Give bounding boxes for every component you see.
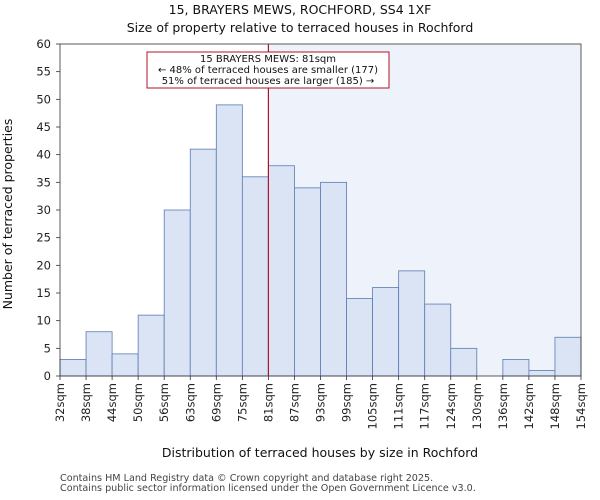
- bar-105sqm: [372, 287, 400, 377]
- footer-copyright: Contains HM Land Registry data © Crown c…: [60, 473, 434, 484]
- bar-63sqm: [189, 148, 217, 377]
- x-axis-label: Distribution of terraced houses by size …: [162, 445, 478, 460]
- x-tick-label: 87sqm: [287, 383, 301, 422]
- x-tick-label: 63sqm: [183, 383, 197, 422]
- y-tick-label: 20: [36, 258, 51, 272]
- x-tick-label: 81sqm: [261, 383, 275, 422]
- x-tick-label: 130sqm: [470, 383, 484, 429]
- x-tick-label: 111sqm: [392, 383, 406, 429]
- annotation-line-1: 15 BRAYERS MEWS: 81sqm: [200, 54, 336, 65]
- x-tick-label: 142sqm: [522, 383, 536, 429]
- y-axis-label: Number of terraced properties: [0, 119, 15, 310]
- x-tick-label: 38sqm: [79, 383, 93, 422]
- bar-117sqm: [424, 303, 452, 377]
- x-tick-label: 44sqm: [105, 383, 119, 422]
- bar-81sqm: [267, 165, 295, 377]
- x-tick-label: 69sqm: [209, 383, 223, 422]
- y-tick-label: 30: [36, 203, 51, 217]
- bar-136sqm: [502, 358, 530, 377]
- y-tick-label: 45: [36, 120, 51, 134]
- bar-38sqm: [85, 331, 113, 377]
- annotation-line-2: ← 48% of terraced houses are smaller (17…: [158, 65, 378, 76]
- bar-44sqm: [111, 353, 139, 377]
- bar-50sqm: [137, 314, 165, 377]
- y-tick-label: 25: [36, 231, 51, 245]
- x-tick-label: 99sqm: [340, 383, 354, 422]
- bar-111sqm: [398, 270, 426, 377]
- y-tick-label: 5: [44, 341, 51, 355]
- x-tick-label: 75sqm: [235, 383, 249, 422]
- chart-subtitle: Size of property relative to terraced ho…: [127, 20, 474, 35]
- bar-99sqm: [346, 298, 373, 377]
- x-tick-label: 50sqm: [131, 383, 145, 422]
- x-tick-label: 93sqm: [314, 383, 328, 422]
- x-tick-label: 154sqm: [574, 383, 588, 429]
- x-tick-label: 136sqm: [496, 383, 510, 429]
- y-tick-label: 50: [36, 92, 51, 106]
- y-tick-label: 60: [36, 37, 51, 51]
- bar-69sqm: [215, 104, 243, 377]
- bar-93sqm: [320, 181, 347, 377]
- x-tick-label: 124sqm: [444, 383, 458, 429]
- x-tick-label: 148sqm: [548, 383, 562, 429]
- footer-licence: Contains public sector information licen…: [60, 483, 476, 494]
- bar-87sqm: [294, 187, 321, 377]
- plot-frame: [59, 43, 582, 377]
- y-tick-label: 35: [36, 175, 51, 189]
- x-tick-label: 105sqm: [366, 383, 380, 429]
- bar-32sqm: [59, 358, 87, 377]
- x-tick-label: 32sqm: [53, 383, 67, 422]
- y-tick-label: 15: [36, 286, 51, 300]
- y-tick-label: 0: [44, 369, 51, 383]
- y-axis: 0 5 10 15 20 25 30 35 40 45 50 55 60: [36, 37, 60, 383]
- bar-56sqm: [163, 209, 191, 377]
- bars-group: [59, 104, 582, 377]
- y-tick-label: 40: [36, 148, 51, 162]
- y-tick-label: 55: [36, 65, 51, 79]
- marker-annotation: 15 BRAYERS MEWS: 81sqm← 48% of terraced …: [146, 51, 390, 89]
- chart-title: 15, BRAYERS MEWS, ROCHFORD, SS4 1XF: [169, 2, 432, 17]
- y-tick-label: 10: [36, 314, 51, 328]
- x-tick-label: 56sqm: [157, 383, 171, 422]
- bar-75sqm: [241, 176, 269, 377]
- annotation-box: [146, 51, 390, 89]
- bar-148sqm: [554, 336, 582, 377]
- annotation-line-3: 51% of terraced houses are larger (185) …: [162, 76, 375, 87]
- bar-142sqm: [528, 370, 556, 377]
- bar-124sqm: [450, 347, 478, 377]
- x-tick-label: 117sqm: [418, 383, 432, 429]
- x-axis: 32sqm 38sqm 44sqm 50sqm 56sqm 63sqm 69sqm 75sqm…: [53, 376, 588, 429]
